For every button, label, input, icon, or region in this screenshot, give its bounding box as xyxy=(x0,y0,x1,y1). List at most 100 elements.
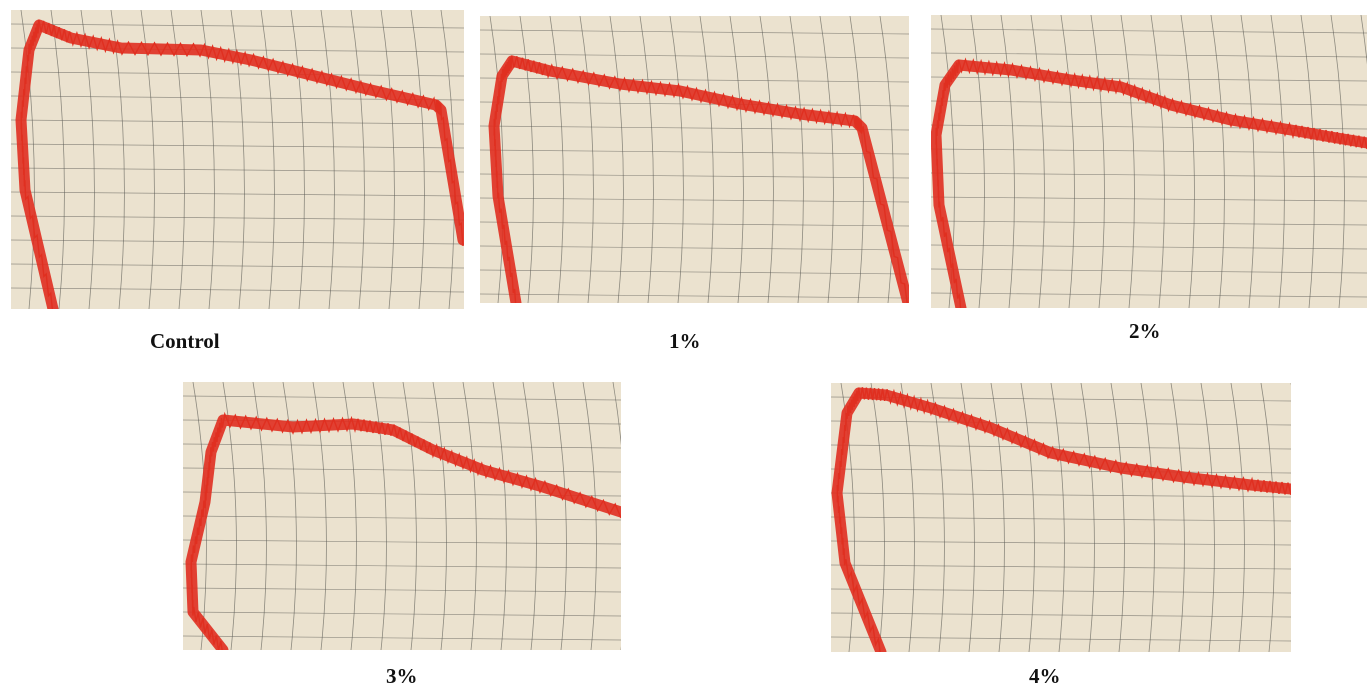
trace-band xyxy=(488,55,909,303)
grid-arc xyxy=(1210,15,1225,308)
grid-line xyxy=(931,292,1367,298)
grid-arc xyxy=(990,383,1005,652)
grid-line xyxy=(831,636,1291,642)
grid-arc xyxy=(669,16,684,303)
chart-photo-2-percent xyxy=(931,15,1367,308)
grid-arc xyxy=(1030,15,1045,308)
caption-2-percent: 2% xyxy=(1129,319,1161,343)
grid-line xyxy=(831,420,1291,426)
grid-line xyxy=(11,143,464,149)
grid-line xyxy=(183,611,621,617)
grid-arc xyxy=(1300,15,1315,308)
grid-arc xyxy=(350,10,365,309)
grid-arc xyxy=(900,383,915,652)
grid-arc xyxy=(80,10,95,309)
grid-arc xyxy=(312,382,327,650)
grid-arc xyxy=(609,16,624,303)
grid-line xyxy=(931,100,1367,106)
grid-line xyxy=(831,516,1291,522)
grid-line xyxy=(931,196,1367,202)
grid-line xyxy=(831,612,1291,618)
grid-arc xyxy=(1180,15,1195,308)
grid-arc xyxy=(380,10,395,309)
grid-arc xyxy=(320,10,335,309)
chart-paper-3-percent xyxy=(183,382,621,650)
grid-line xyxy=(480,245,909,251)
grid-line xyxy=(931,268,1367,274)
grid-arc xyxy=(879,16,894,303)
grid-arc xyxy=(1360,15,1367,65)
grid-line xyxy=(480,101,909,107)
grid-line xyxy=(480,149,909,155)
grid-line xyxy=(11,167,464,173)
grid-lines xyxy=(11,10,464,309)
grid-line xyxy=(480,221,909,227)
grid-line xyxy=(11,71,464,77)
grid-line xyxy=(931,52,1367,58)
grid-arc xyxy=(519,16,534,303)
grid-line xyxy=(11,287,464,293)
grid-line xyxy=(831,444,1291,450)
grid-arc xyxy=(549,16,564,303)
grid-lines xyxy=(480,16,909,303)
grid-arc xyxy=(1150,15,1165,308)
caption-1-percent: 1% xyxy=(669,329,701,353)
grid-line xyxy=(480,197,909,203)
grid-arc xyxy=(612,382,621,650)
grid-lines xyxy=(183,382,621,650)
grid-arc xyxy=(1170,383,1185,652)
grid-line xyxy=(931,76,1367,82)
grid-arc xyxy=(849,16,864,303)
grid-line xyxy=(931,244,1367,250)
grid-line xyxy=(183,587,621,593)
grid-line xyxy=(11,239,464,245)
grid-line xyxy=(183,491,621,497)
trace-noise xyxy=(20,19,464,309)
chart-photo-control xyxy=(11,10,464,309)
grid-arc xyxy=(290,10,305,309)
trace-noise xyxy=(190,411,621,650)
recorder-trace xyxy=(931,57,1367,308)
grid-line xyxy=(183,395,621,401)
recorder-trace xyxy=(831,387,1291,652)
trace-noise xyxy=(493,55,908,303)
grid-line xyxy=(11,119,464,125)
grid-arc xyxy=(492,382,507,650)
grid-line xyxy=(11,23,464,29)
grid-line xyxy=(11,47,464,53)
grid-arc xyxy=(462,382,477,650)
grid-arc xyxy=(579,16,594,303)
grid-line xyxy=(480,29,909,35)
grid-arc xyxy=(522,382,537,650)
grid-arc xyxy=(410,10,425,309)
grid-arc xyxy=(402,382,417,650)
grid-arc xyxy=(1140,383,1155,652)
grid-line xyxy=(480,173,909,179)
grid-arc xyxy=(1120,15,1135,308)
grid-arc xyxy=(432,382,447,650)
grid-arc xyxy=(699,16,714,303)
grid-lines xyxy=(931,15,1367,308)
chart-paper-1-percent xyxy=(480,16,909,303)
trace-noise xyxy=(836,387,1291,652)
grid-arc xyxy=(1260,383,1275,652)
grid-arc xyxy=(930,383,945,652)
chart-paper-2-percent xyxy=(931,15,1367,308)
chart-photo-3-percent xyxy=(183,382,621,650)
grid-arc xyxy=(789,16,804,303)
trace-noise xyxy=(935,57,1367,308)
grid-arc xyxy=(1330,15,1345,308)
grid-arc xyxy=(729,16,744,303)
grid-arc xyxy=(1050,383,1065,652)
grid-arc xyxy=(489,16,504,303)
grid-arc xyxy=(260,10,275,309)
grid-line xyxy=(931,28,1367,34)
recorder-trace xyxy=(15,19,464,309)
grid-line xyxy=(931,148,1367,154)
recorder-trace xyxy=(488,55,909,303)
grid-line xyxy=(831,588,1291,594)
grid-arc xyxy=(230,10,245,309)
grid-arc xyxy=(1230,383,1245,652)
chart-photo-4-percent xyxy=(831,383,1291,652)
grid-line xyxy=(183,443,621,449)
